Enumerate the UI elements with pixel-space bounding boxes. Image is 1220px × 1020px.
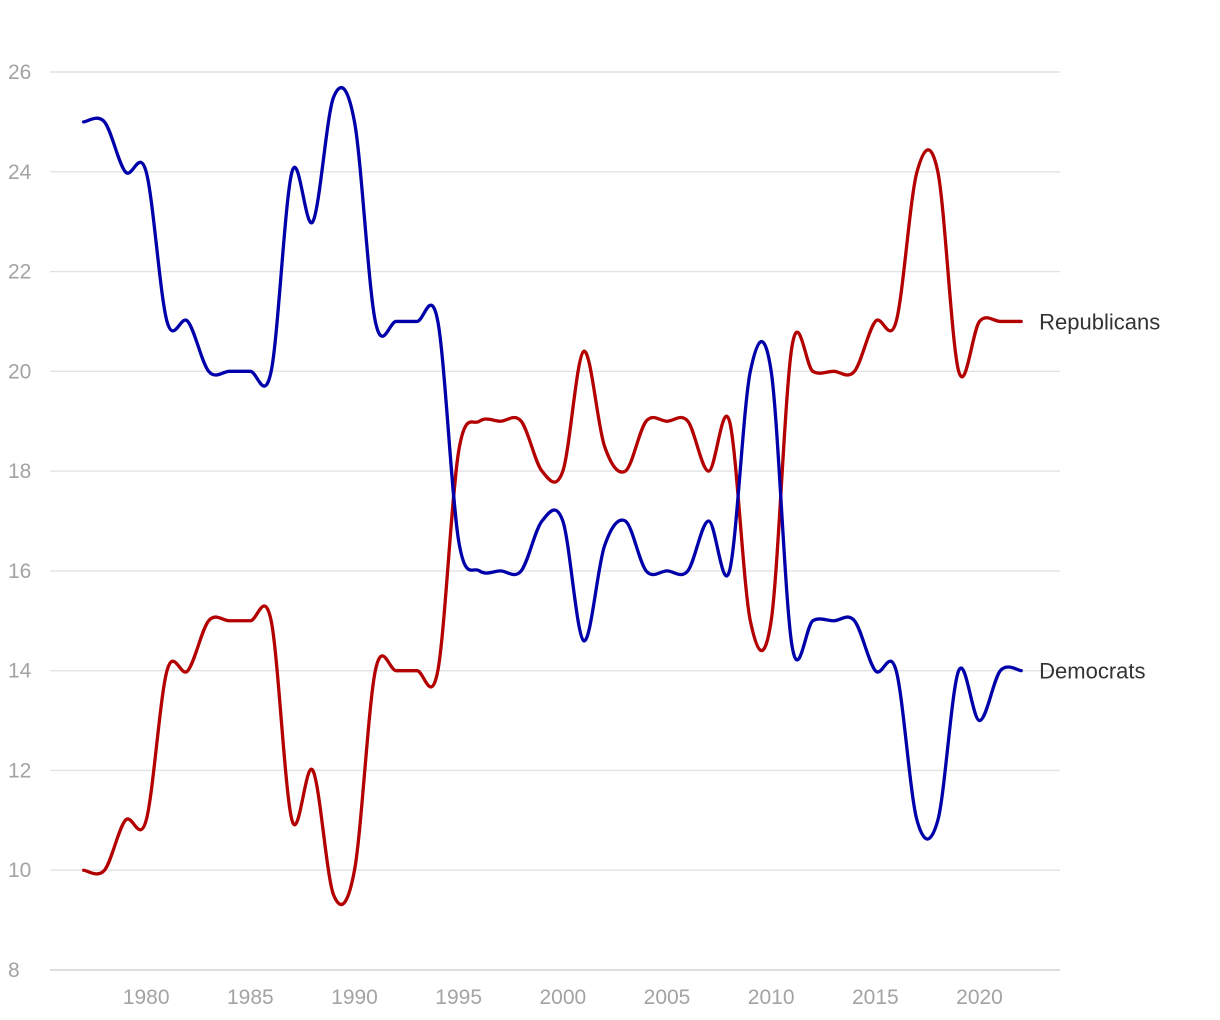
y-tick-label: 20 (8, 360, 31, 383)
series-line-republicans (82, 148, 1023, 907)
series-label-republicans: Republicans (1039, 309, 1160, 334)
grid-lines (50, 71, 1060, 971)
y-axis-tick-labels: 8 10 12 14 16 18 20 22 24 26 (8, 61, 32, 982)
x-tick-label: 2020 (956, 986, 1003, 1009)
y-tick-label: 26 (8, 61, 31, 84)
series-lines (82, 86, 1023, 907)
y-tick-label: 22 (8, 261, 31, 284)
x-tick-label: 1985 (227, 986, 274, 1009)
y-tick-label: 12 (8, 759, 31, 782)
y-tick-label: 16 (8, 560, 31, 583)
y-tick-label: 18 (8, 460, 31, 483)
x-tick-label: 2015 (852, 986, 899, 1009)
x-tick-label: 1990 (331, 986, 378, 1009)
y-tick-label: 8 (8, 959, 20, 982)
series-label-democrats: Democrats (1039, 659, 1145, 684)
x-tick-label: 2005 (644, 986, 691, 1009)
series-end-labels: Republicans Democrats (1039, 309, 1160, 683)
x-tick-label: 1995 (435, 986, 482, 1009)
y-tick-label: 10 (8, 859, 31, 882)
series-line-democrats (82, 86, 1023, 841)
x-tick-label: 2000 (539, 986, 586, 1009)
y-tick-label: 24 (8, 161, 32, 184)
x-axis-tick-labels: 1980 1985 1990 1995 2000 2005 2010 2015 2020 (123, 986, 1003, 1009)
x-tick-label: 2010 (748, 986, 795, 1009)
x-tick-label: 1980 (123, 986, 170, 1009)
y-tick-label: 14 (8, 660, 32, 683)
